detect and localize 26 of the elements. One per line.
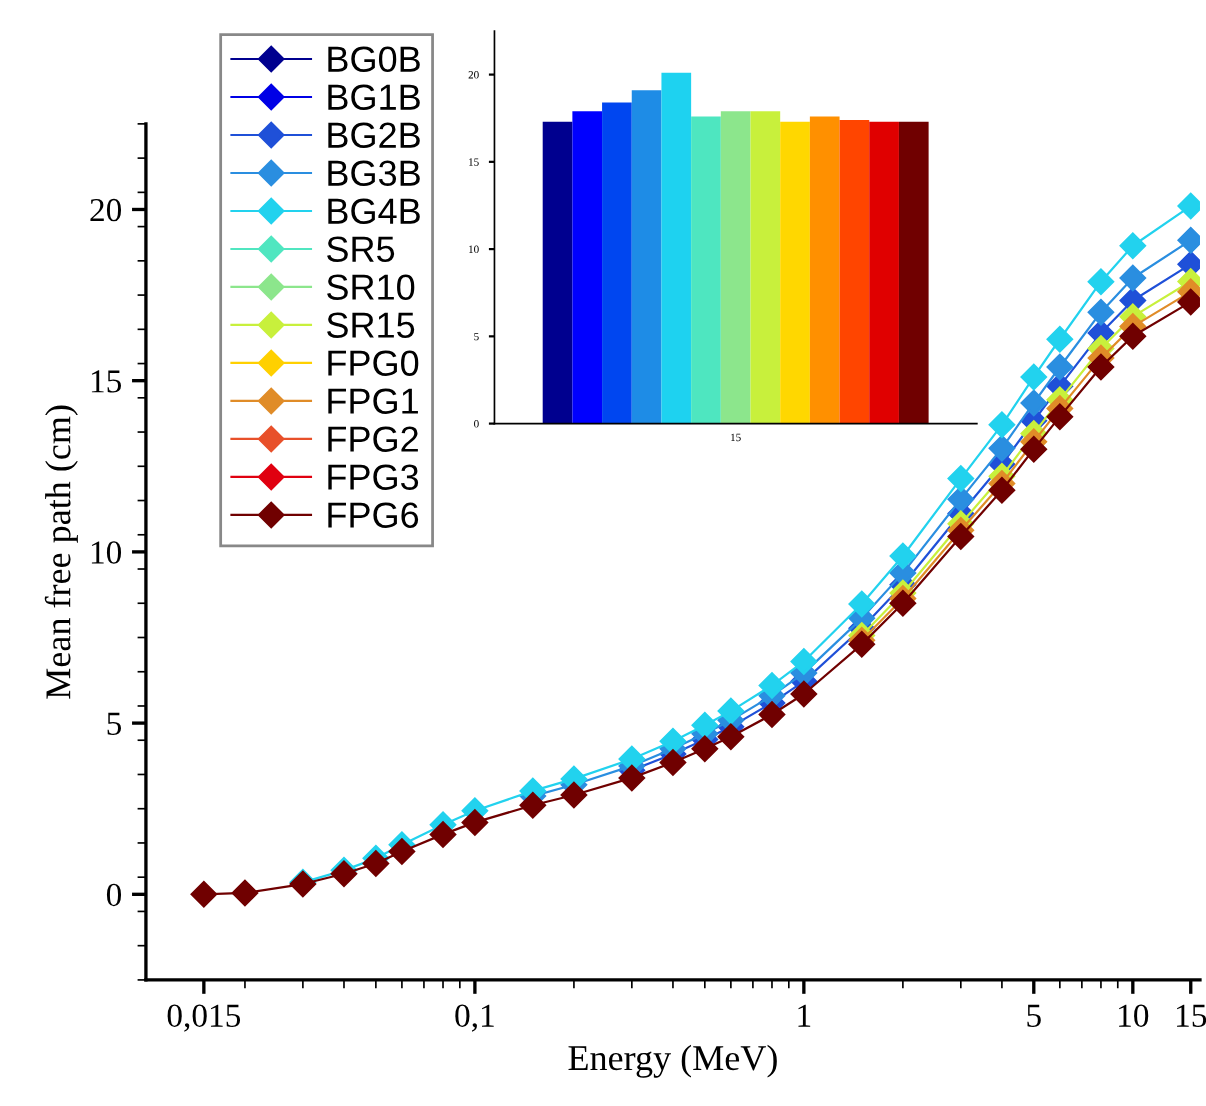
x-tick-label: 1: [798, 1004, 811, 1027]
legend-label: BG1B: [328, 84, 420, 110]
legend-label: FPG0: [328, 350, 419, 376]
y-axis-title: Mean free path (cm): [44, 405, 78, 699]
legend-label: SR15: [327, 312, 415, 338]
x-tick-label: 0,015: [167, 1004, 241, 1032]
legend-label: BG2B: [328, 122, 420, 148]
x-tick-label: 10: [1119, 1004, 1149, 1027]
y-tick-label: 15: [91, 370, 122, 393]
x-tick-label: 5: [1027, 1004, 1041, 1027]
legend-label: SR5: [327, 236, 395, 262]
legend-label: FPG2: [328, 426, 418, 452]
y-tick-label: 10: [91, 541, 122, 564]
legend-label: SR10: [327, 274, 415, 300]
legend-label: FPG3: [328, 464, 419, 490]
y-tick-label: 20: [90, 198, 122, 222]
x-tick-label: 15: [1177, 1004, 1206, 1027]
legend-label: BG3B: [328, 160, 420, 186]
legend-label: FPG1: [328, 388, 418, 414]
x-tick-label: 0,1: [455, 1004, 494, 1032]
x-axis-title: Energy (MeV): [568, 1044, 777, 1078]
y-tick-label: 0: [106, 883, 122, 907]
legend-label: BG0B: [328, 46, 420, 72]
legend-label: FPG6: [328, 502, 419, 528]
y-tick-label: 5: [107, 712, 122, 735]
legend-label: BG4B: [328, 198, 420, 224]
